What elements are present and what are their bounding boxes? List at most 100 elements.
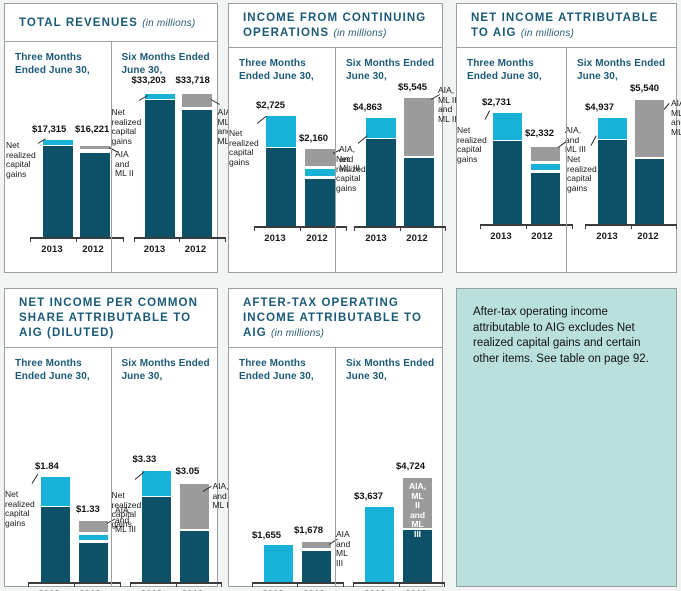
bar-2013-net-realized-capital-gains <box>598 118 627 139</box>
bar-2012-base <box>79 543 108 582</box>
leader-line-left <box>31 473 39 484</box>
chart-eps-diluted-3mo: $1.84 $1.33 Net realized capital gains A… <box>5 383 136 591</box>
bar-2012-aia-ml2-ml3 <box>404 98 434 156</box>
panel-subtitle: (in millions) <box>271 328 325 339</box>
chart-column-six-months: Six Months Ended June 30, AIA, ML II and… <box>335 348 445 591</box>
bar-2012-aia-and-ml3 <box>531 147 560 161</box>
leader-line-left <box>590 135 597 146</box>
column-title: Six Months Ended June 30, <box>346 358 435 382</box>
panel-income-continuing-operations: INCOME FROM CONTINUING OPERATIONS (in mi… <box>228 3 459 273</box>
bar-2012-base <box>302 551 331 582</box>
year-label-2012: 2012 <box>298 589 330 591</box>
leader-line-left <box>484 110 491 120</box>
bar-2012-base <box>635 159 664 224</box>
bar-2012-base <box>404 158 434 226</box>
column-title: Three Months Ended June 30, <box>15 358 90 382</box>
panel-subtitle: (in millions) <box>142 17 196 29</box>
chart-after-tax-6mo: AIA, ML II and ML III $3,637 $4,724 2013… <box>336 383 445 591</box>
panel-header: NET INCOME ATTRIBUTABLE TO AIG (in milli… <box>457 4 676 48</box>
panel-title: NET INCOME PER COMMON SHARE ATTRIBUTABLE… <box>19 296 207 341</box>
value-label-2012: $5,540 <box>630 83 660 94</box>
bar-2012-base <box>80 153 110 237</box>
bar-2012-base <box>531 173 560 224</box>
column-title: Six Months Ended June 30, <box>577 58 666 82</box>
panel-header: TOTAL REVENUES (in millions) <box>5 4 217 42</box>
gray-box-label: AIA, ML II and ML III <box>409 481 426 539</box>
bar-2013-net-realized-capital-gains <box>493 113 522 140</box>
chart-column-three-months: Three Months Ended June 30, $2,725 $2,16… <box>229 48 360 272</box>
panel-header: INCOME FROM CONTINUING OPERATIONS (in mi… <box>229 4 442 48</box>
value-label-2013: $33,203 <box>131 75 166 86</box>
year-label-2013: 2013 <box>490 231 512 242</box>
panel-header: AFTER-TAX OPERATING INCOME ATTRIBUTABLE … <box>229 289 442 348</box>
axis-tick-end <box>445 226 446 231</box>
value-label-2012: $1.33 <box>76 504 100 515</box>
panel-body: Three Months Ended June 30, $1,655 $1,67… <box>229 348 445 591</box>
chart-column-three-months: Three Months Ended June 30, $17,315 $16,… <box>5 42 134 272</box>
bar-2013-base <box>365 507 394 582</box>
chart-total-revenues-6mo: $33,203 $33,718 Net realized capital gai… <box>111 75 239 272</box>
bar-2012-base <box>403 530 432 582</box>
panel-title: INCOME FROM CONTINUING OPERATIONS (in mi… <box>243 11 432 41</box>
bar-2013-base <box>493 141 522 224</box>
year-label-2012: 2012 <box>400 589 432 591</box>
value-label-2013: $3.33 <box>132 454 157 465</box>
year-label-2013: 2013 <box>33 589 65 591</box>
axis-tick-start <box>480 224 481 229</box>
callout-aia-ml2-and-ml3: AIA, ML II and ML III <box>671 98 681 137</box>
callout-net-realized-capital-gains: Net realized capital gains <box>111 107 142 146</box>
chart-income-continuing-6mo: $4,863 $5,545 Net realized capital gains… <box>336 82 459 272</box>
axis-tick-start <box>133 237 135 242</box>
axis-tick-end <box>120 582 121 587</box>
callout-aia-and-ml3: AIA, and ML III <box>565 125 586 155</box>
value-label-2013: $4,937 <box>585 102 615 113</box>
value-label-2013: $2,731 <box>482 97 512 108</box>
value-label-2012: $4,724 <box>396 461 426 472</box>
chart-eps-diluted-6mo: $3.33 $3.05 Net realized capital gains A… <box>112 383 234 591</box>
axis-line <box>252 582 344 584</box>
axis-tick-mid <box>178 237 180 242</box>
year-label-2013: 2013 <box>41 244 63 255</box>
column-title: Six Months Ended June 30, <box>121 52 210 76</box>
chart-total-revenues-3mo: $17,315 $16,221 Net realized capital gai… <box>5 77 134 272</box>
panel-header: NET INCOME PER COMMON SHARE ATTRIBUTABLE… <box>5 289 217 348</box>
value-label-2012: $3.05 <box>175 466 200 477</box>
axis-tick-start <box>353 582 354 587</box>
bar-2012-aia-ml2 <box>80 146 110 149</box>
year-label-2012: 2012 <box>306 233 328 244</box>
bar-2012-aia-and-ml3 <box>305 149 335 166</box>
value-label-2012: $1,678 <box>294 525 324 536</box>
axis-tick-end <box>220 582 222 587</box>
axis-tick-end <box>676 224 677 229</box>
value-label-2012: $2,160 <box>299 133 329 144</box>
column-title: Three Months Ended June 30, <box>467 58 542 82</box>
axis-tick-mid <box>76 237 77 242</box>
chart-column-three-months: Three Months Ended June 30, $1,655 $1,67… <box>229 348 350 591</box>
callout-aia-and-ml3: AIA, and ML III <box>115 505 136 535</box>
value-label-2012: $16,221 <box>75 124 110 135</box>
chart-after-tax-3mo: $1,655 $1,678 AIA and ML III 2013 2012 <box>229 383 350 591</box>
callout-net-realized-capital-gains: Net realized capital gains <box>5 489 35 528</box>
year-label-2013: 2013 <box>359 589 391 591</box>
value-label-2013: $1.84 <box>35 461 59 472</box>
axis-tick-start <box>30 237 31 242</box>
axis-tick-mid <box>399 582 400 587</box>
bar-2013-base <box>41 507 70 582</box>
panel-total-revenues: TOTAL REVENUES (in millions) Three Month… <box>4 3 239 273</box>
bar-2013-net-realized-capital-gains <box>41 477 70 506</box>
year-label-2012: 2012 <box>177 589 209 591</box>
leader-line-right <box>663 103 670 110</box>
callout-net-realized-capital-gains: Net realized capital gains <box>457 125 487 164</box>
axis-line <box>133 237 226 239</box>
chart-column-six-months: Six Months Ended June 30, $4,863 $5,545 … <box>335 48 459 272</box>
axis-tick-mid <box>526 224 527 229</box>
panel-title: AFTER-TAX OPERATING INCOME ATTRIBUTABLE … <box>243 296 432 341</box>
year-label-2012: 2012 <box>74 589 106 591</box>
bar-2013-net-realized-capital-gains <box>266 116 296 147</box>
bar-2012-aia-and-ml3 <box>79 521 108 532</box>
panel-title-text: INCOME FROM CONTINUING OPERATIONS <box>243 12 427 39</box>
bar-2013-base <box>43 146 73 237</box>
axis-tick-end <box>224 237 226 242</box>
year-label-2012: 2012 <box>637 231 659 242</box>
chart-net-income-aig-3mo: $2,731 $2,332 Net realized capital gains… <box>457 83 586 272</box>
